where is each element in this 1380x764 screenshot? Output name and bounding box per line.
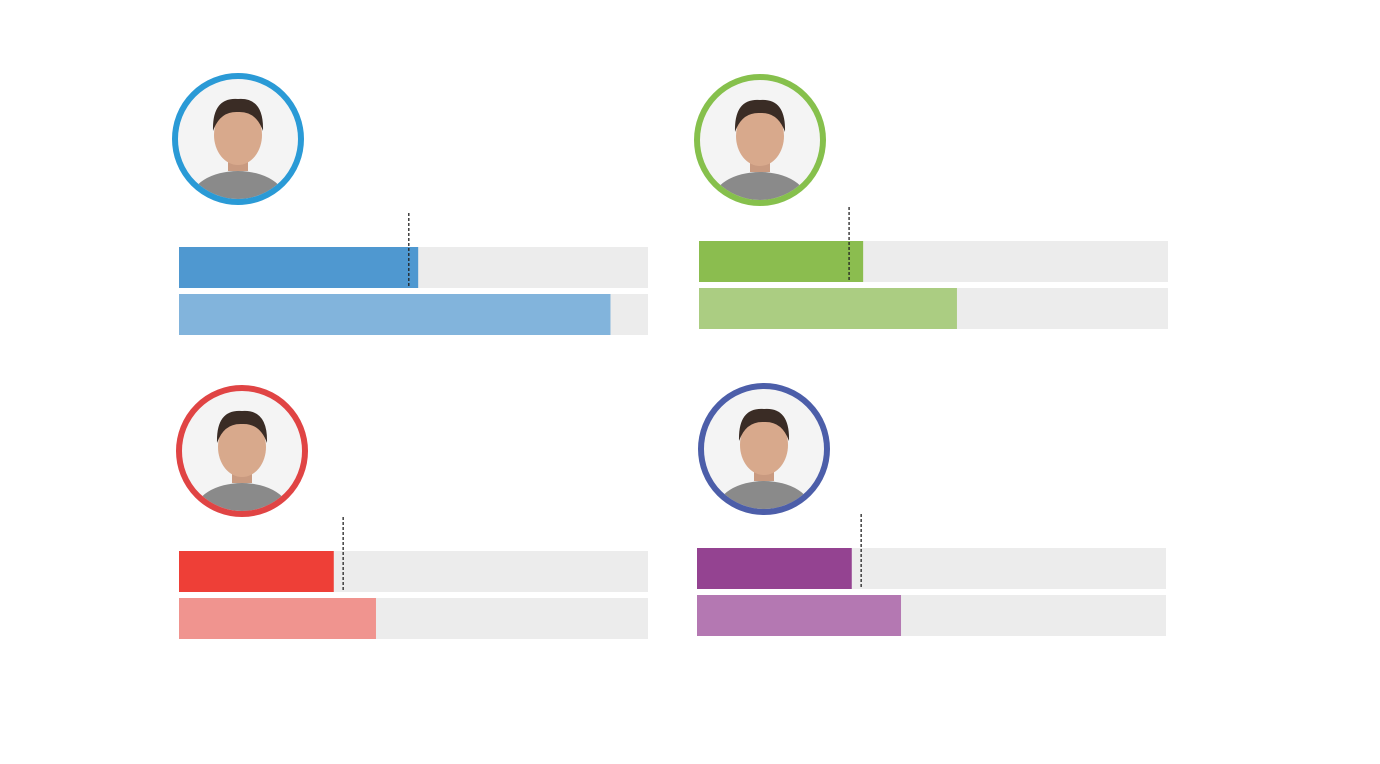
bar [179, 598, 376, 639]
shoulders [716, 481, 812, 509]
bar [697, 595, 902, 636]
portrait [694, 74, 826, 206]
face [740, 415, 788, 475]
portrait [172, 73, 304, 205]
hair [212, 98, 264, 131]
portrait-ring [694, 74, 826, 206]
face [218, 417, 266, 477]
face [214, 105, 262, 165]
hair [738, 408, 790, 441]
face [736, 106, 784, 166]
bar [179, 247, 419, 288]
shoulders [712, 172, 808, 200]
portrait-figure [190, 98, 286, 199]
hair [216, 410, 268, 443]
bar [699, 288, 957, 329]
portrait-ring [698, 383, 830, 515]
bar [699, 241, 864, 282]
bar [179, 294, 611, 335]
bar [179, 551, 334, 592]
shoulders [190, 171, 286, 199]
portrait-figure [712, 99, 808, 200]
portrait-ring [172, 73, 304, 205]
portrait [176, 385, 308, 517]
hair [734, 99, 786, 132]
portrait-figure [716, 408, 812, 509]
portrait-figure [194, 410, 290, 511]
bar [697, 548, 852, 589]
shoulders [194, 483, 290, 511]
portrait-ring [176, 385, 308, 517]
portrait [698, 383, 830, 515]
